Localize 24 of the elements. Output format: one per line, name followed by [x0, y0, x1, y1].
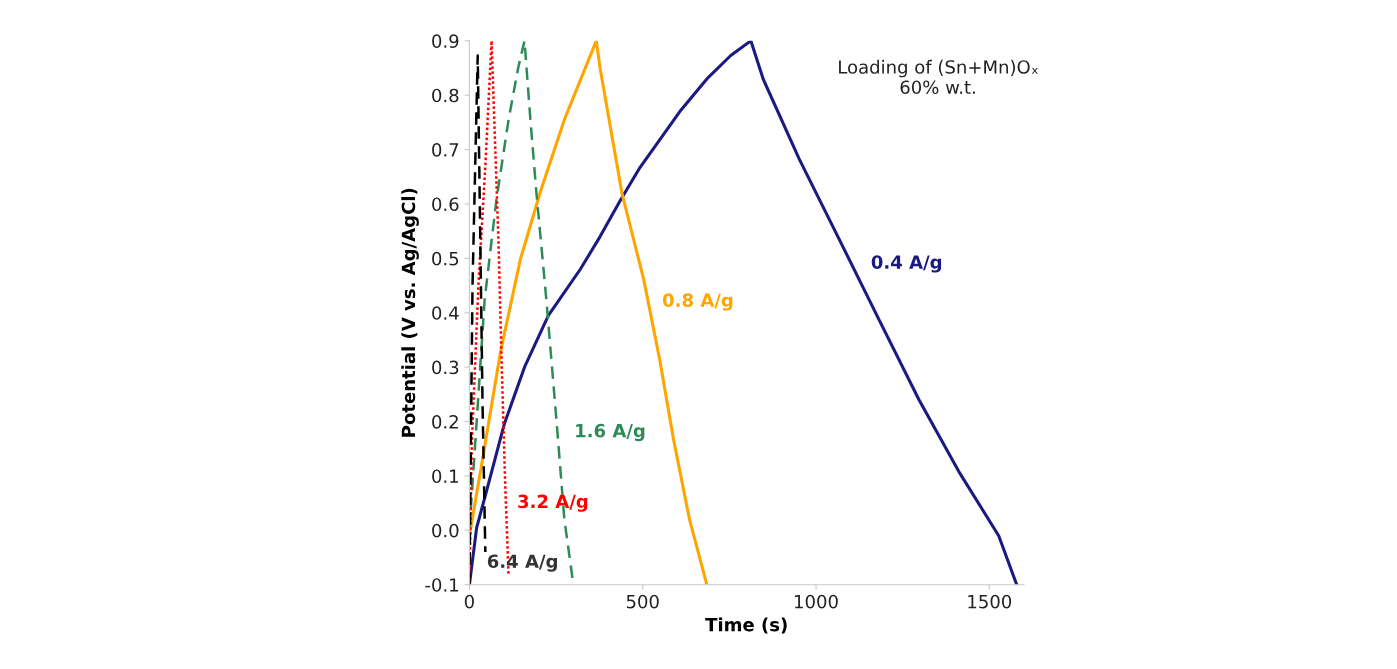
annotation: Loading of (Sn+Mn)Oₓ 60% w.t. [839, 59, 1038, 95]
y-tick-label: 0.8 [432, 88, 459, 103]
y-tick-label: 0.7 [432, 143, 459, 157]
x-tick-label: 1000 [795, 594, 838, 609]
y-axis-title: Potential (V vs. Ag/AgCl) [401, 188, 419, 437]
y-tick-label: 0.5 [432, 251, 459, 266]
series-label: 6.4 A/g [487, 554, 557, 572]
series-label: 0.4 A/g [871, 255, 942, 273]
x-axis-title: Time (s) [705, 617, 787, 634]
y-tick-label: -0.1 [425, 578, 458, 592]
x-tick-label: 500 [626, 594, 659, 609]
y-tick-label: 0.2 [432, 415, 458, 429]
y-tick-label: 0.1 [432, 469, 458, 484]
y-tick-label: 0.6 [432, 197, 459, 212]
y-tick-label: 0.9 [432, 34, 459, 48]
x-tick-label: 1500 [968, 594, 1012, 609]
series-label: 3.2 A/g [518, 494, 588, 512]
x-tick-label: 0 [464, 594, 474, 609]
series-label: 1.6 A/g [576, 423, 645, 442]
line-series [469, 54, 487, 585]
series-label: 0.8 A/g [662, 293, 733, 311]
y-tick-label: 0.0 [432, 523, 459, 538]
y-tick-label: 0.4 [432, 306, 459, 320]
y-tick-label: 0.3 [432, 360, 459, 375]
